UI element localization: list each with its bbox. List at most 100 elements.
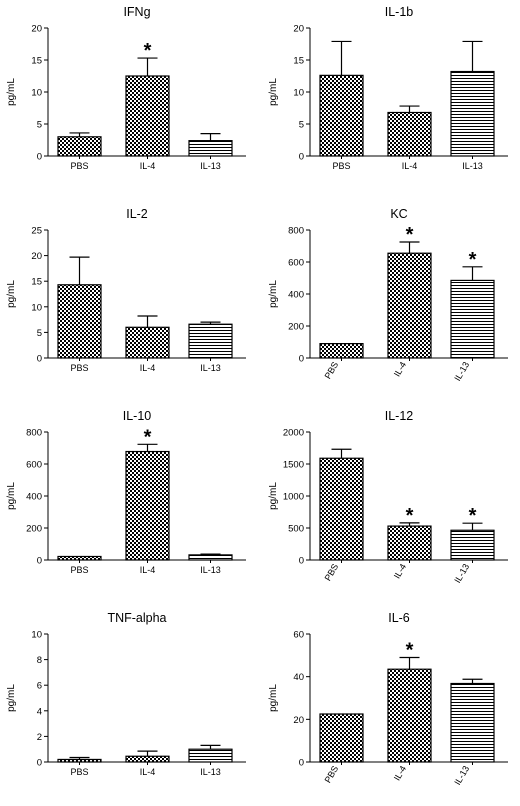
chart-title: TNF-alpha xyxy=(107,611,166,625)
y-tick-label: 0 xyxy=(37,354,42,365)
y-tick-label: 0 xyxy=(37,758,42,769)
chart-panel-il-1b: IL-1b pg/mL 0 5 10 15 20 PBS IL-4 IL-13 xyxy=(268,5,508,171)
y-axis-label: pg/mL xyxy=(6,482,17,510)
y-axis-label: pg/mL xyxy=(268,78,279,106)
y-tick-label: 60 xyxy=(293,630,304,641)
y-tick-label: 10 xyxy=(31,88,42,99)
bar-pbs xyxy=(57,284,102,359)
x-tick-label: IL-4 xyxy=(140,161,156,171)
y-tick-label: 10 xyxy=(31,630,42,641)
x-tick-label: IL-4 xyxy=(392,764,408,782)
y-tick-label: 20 xyxy=(31,251,42,262)
y-tick-label: 600 xyxy=(26,460,42,471)
bar-il-4 xyxy=(125,755,170,763)
bar-pbs xyxy=(57,758,102,763)
bar-il-4 xyxy=(387,252,432,359)
bar-il-13 xyxy=(450,279,495,359)
chart-panel-il-10: IL-10 pg/mL 0 200 400 600 800 PBS * IL-4 IL-13 xyxy=(6,409,246,575)
x-tick-label: IL-4 xyxy=(392,360,408,378)
chart-panel-kc: KC pg/mL 0 200 400 600 800 PBS * IL-4 * IL-13 xyxy=(268,207,508,383)
bar-il-13 xyxy=(188,323,233,359)
y-axis-label: pg/mL xyxy=(268,684,279,712)
bar-il-13 xyxy=(188,554,233,561)
bar-il-4 xyxy=(387,525,432,561)
bar-pbs xyxy=(319,343,364,359)
y-tick-label: 25 xyxy=(31,226,42,237)
chart-panel-il-2: IL-2 pg/mL 0 5 10 15 20 25 PBS IL-4 IL-13 xyxy=(6,207,246,373)
bar-il-4 xyxy=(387,111,432,157)
y-tick-label: 5 xyxy=(37,328,42,339)
bar-il-4 xyxy=(387,668,432,763)
significance-marker: * xyxy=(144,40,152,62)
y-axis-label: pg/mL xyxy=(6,78,17,106)
chart-panel-il-12: IL-12 pg/mL 0 500 1000 1500 2000 PBS * IL-4 * IL-13 xyxy=(268,409,508,585)
y-tick-label: 5 xyxy=(37,120,42,131)
x-tick-label: IL-4 xyxy=(140,363,156,373)
y-tick-label: 1000 xyxy=(283,492,304,503)
y-tick-label: 600 xyxy=(288,258,304,269)
x-tick-label: IL-13 xyxy=(200,767,221,777)
y-tick-label: 40 xyxy=(293,672,304,683)
bar-pbs xyxy=(319,713,364,763)
chart-title: IL-6 xyxy=(388,611,410,625)
significance-marker: * xyxy=(406,639,414,661)
chart-title: IL-1b xyxy=(385,5,414,19)
y-tick-label: 800 xyxy=(26,428,42,439)
y-tick-label: 20 xyxy=(31,24,42,35)
significance-marker: * xyxy=(469,505,477,527)
chart-panel-ifng: IFNg pg/mL 0 5 10 15 20 PBS * IL-4 IL-13 xyxy=(6,5,246,171)
y-tick-label: 0 xyxy=(299,152,304,163)
bar-il-13 xyxy=(450,70,495,157)
y-tick-label: 5 xyxy=(299,120,304,131)
y-tick-label: 0 xyxy=(37,556,42,567)
y-tick-label: 6 xyxy=(37,681,42,692)
significance-marker: * xyxy=(406,505,414,527)
x-tick-label: PBS xyxy=(323,562,341,583)
y-axis-label: pg/mL xyxy=(6,684,17,712)
y-tick-label: 20 xyxy=(293,715,304,726)
bar-il-13 xyxy=(188,748,233,763)
bar-pbs xyxy=(57,136,102,157)
y-tick-label: 10 xyxy=(293,88,304,99)
y-tick-label: 20 xyxy=(293,24,304,35)
x-tick-label: PBS xyxy=(70,767,88,777)
x-tick-label: IL-4 xyxy=(402,161,418,171)
x-tick-label: IL-13 xyxy=(452,764,471,787)
bar-il-13 xyxy=(450,682,495,763)
y-axis-label: pg/mL xyxy=(6,280,17,308)
x-tick-label: PBS xyxy=(323,360,341,381)
y-tick-label: 400 xyxy=(26,492,42,503)
chart-panel-il-6: IL-6 pg/mL 0 20 40 60 PBS * IL-4 IL-13 xyxy=(268,611,508,787)
y-tick-label: 2000 xyxy=(283,428,304,439)
x-tick-label: IL-13 xyxy=(200,565,221,575)
bar-pbs xyxy=(57,555,102,561)
y-tick-label: 1500 xyxy=(283,460,304,471)
y-tick-label: 15 xyxy=(31,56,42,67)
y-tick-label: 0 xyxy=(299,556,304,567)
x-tick-label: PBS xyxy=(323,764,341,785)
x-tick-label: IL-4 xyxy=(140,565,156,575)
bar-pbs xyxy=(319,74,364,157)
x-tick-label: IL-13 xyxy=(462,161,483,171)
chart-title: IL-2 xyxy=(126,207,148,221)
x-tick-label: PBS xyxy=(70,363,88,373)
x-tick-label: IL-4 xyxy=(392,562,408,580)
chart-panel-tnf-alpha: TNF-alpha pg/mL 0 2 4 6 8 10 PBS IL-4 IL-13 xyxy=(6,611,246,777)
y-axis-label: pg/mL xyxy=(268,280,279,308)
y-tick-label: 0 xyxy=(299,758,304,769)
y-tick-label: 15 xyxy=(31,277,42,288)
x-tick-label: IL-13 xyxy=(452,562,471,585)
x-tick-label: PBS xyxy=(70,161,88,171)
x-tick-label: IL-13 xyxy=(200,161,221,171)
x-tick-label: PBS xyxy=(332,161,350,171)
y-tick-label: 400 xyxy=(288,290,304,301)
x-tick-label: IL-4 xyxy=(140,767,156,777)
chart-title: IL-10 xyxy=(123,409,152,423)
bar-il-4 xyxy=(125,326,170,359)
bar-pbs xyxy=(319,457,364,561)
significance-marker: * xyxy=(144,426,152,448)
y-tick-label: 200 xyxy=(288,322,304,333)
y-tick-label: 15 xyxy=(293,56,304,67)
chart-title: IFNg xyxy=(123,5,150,19)
